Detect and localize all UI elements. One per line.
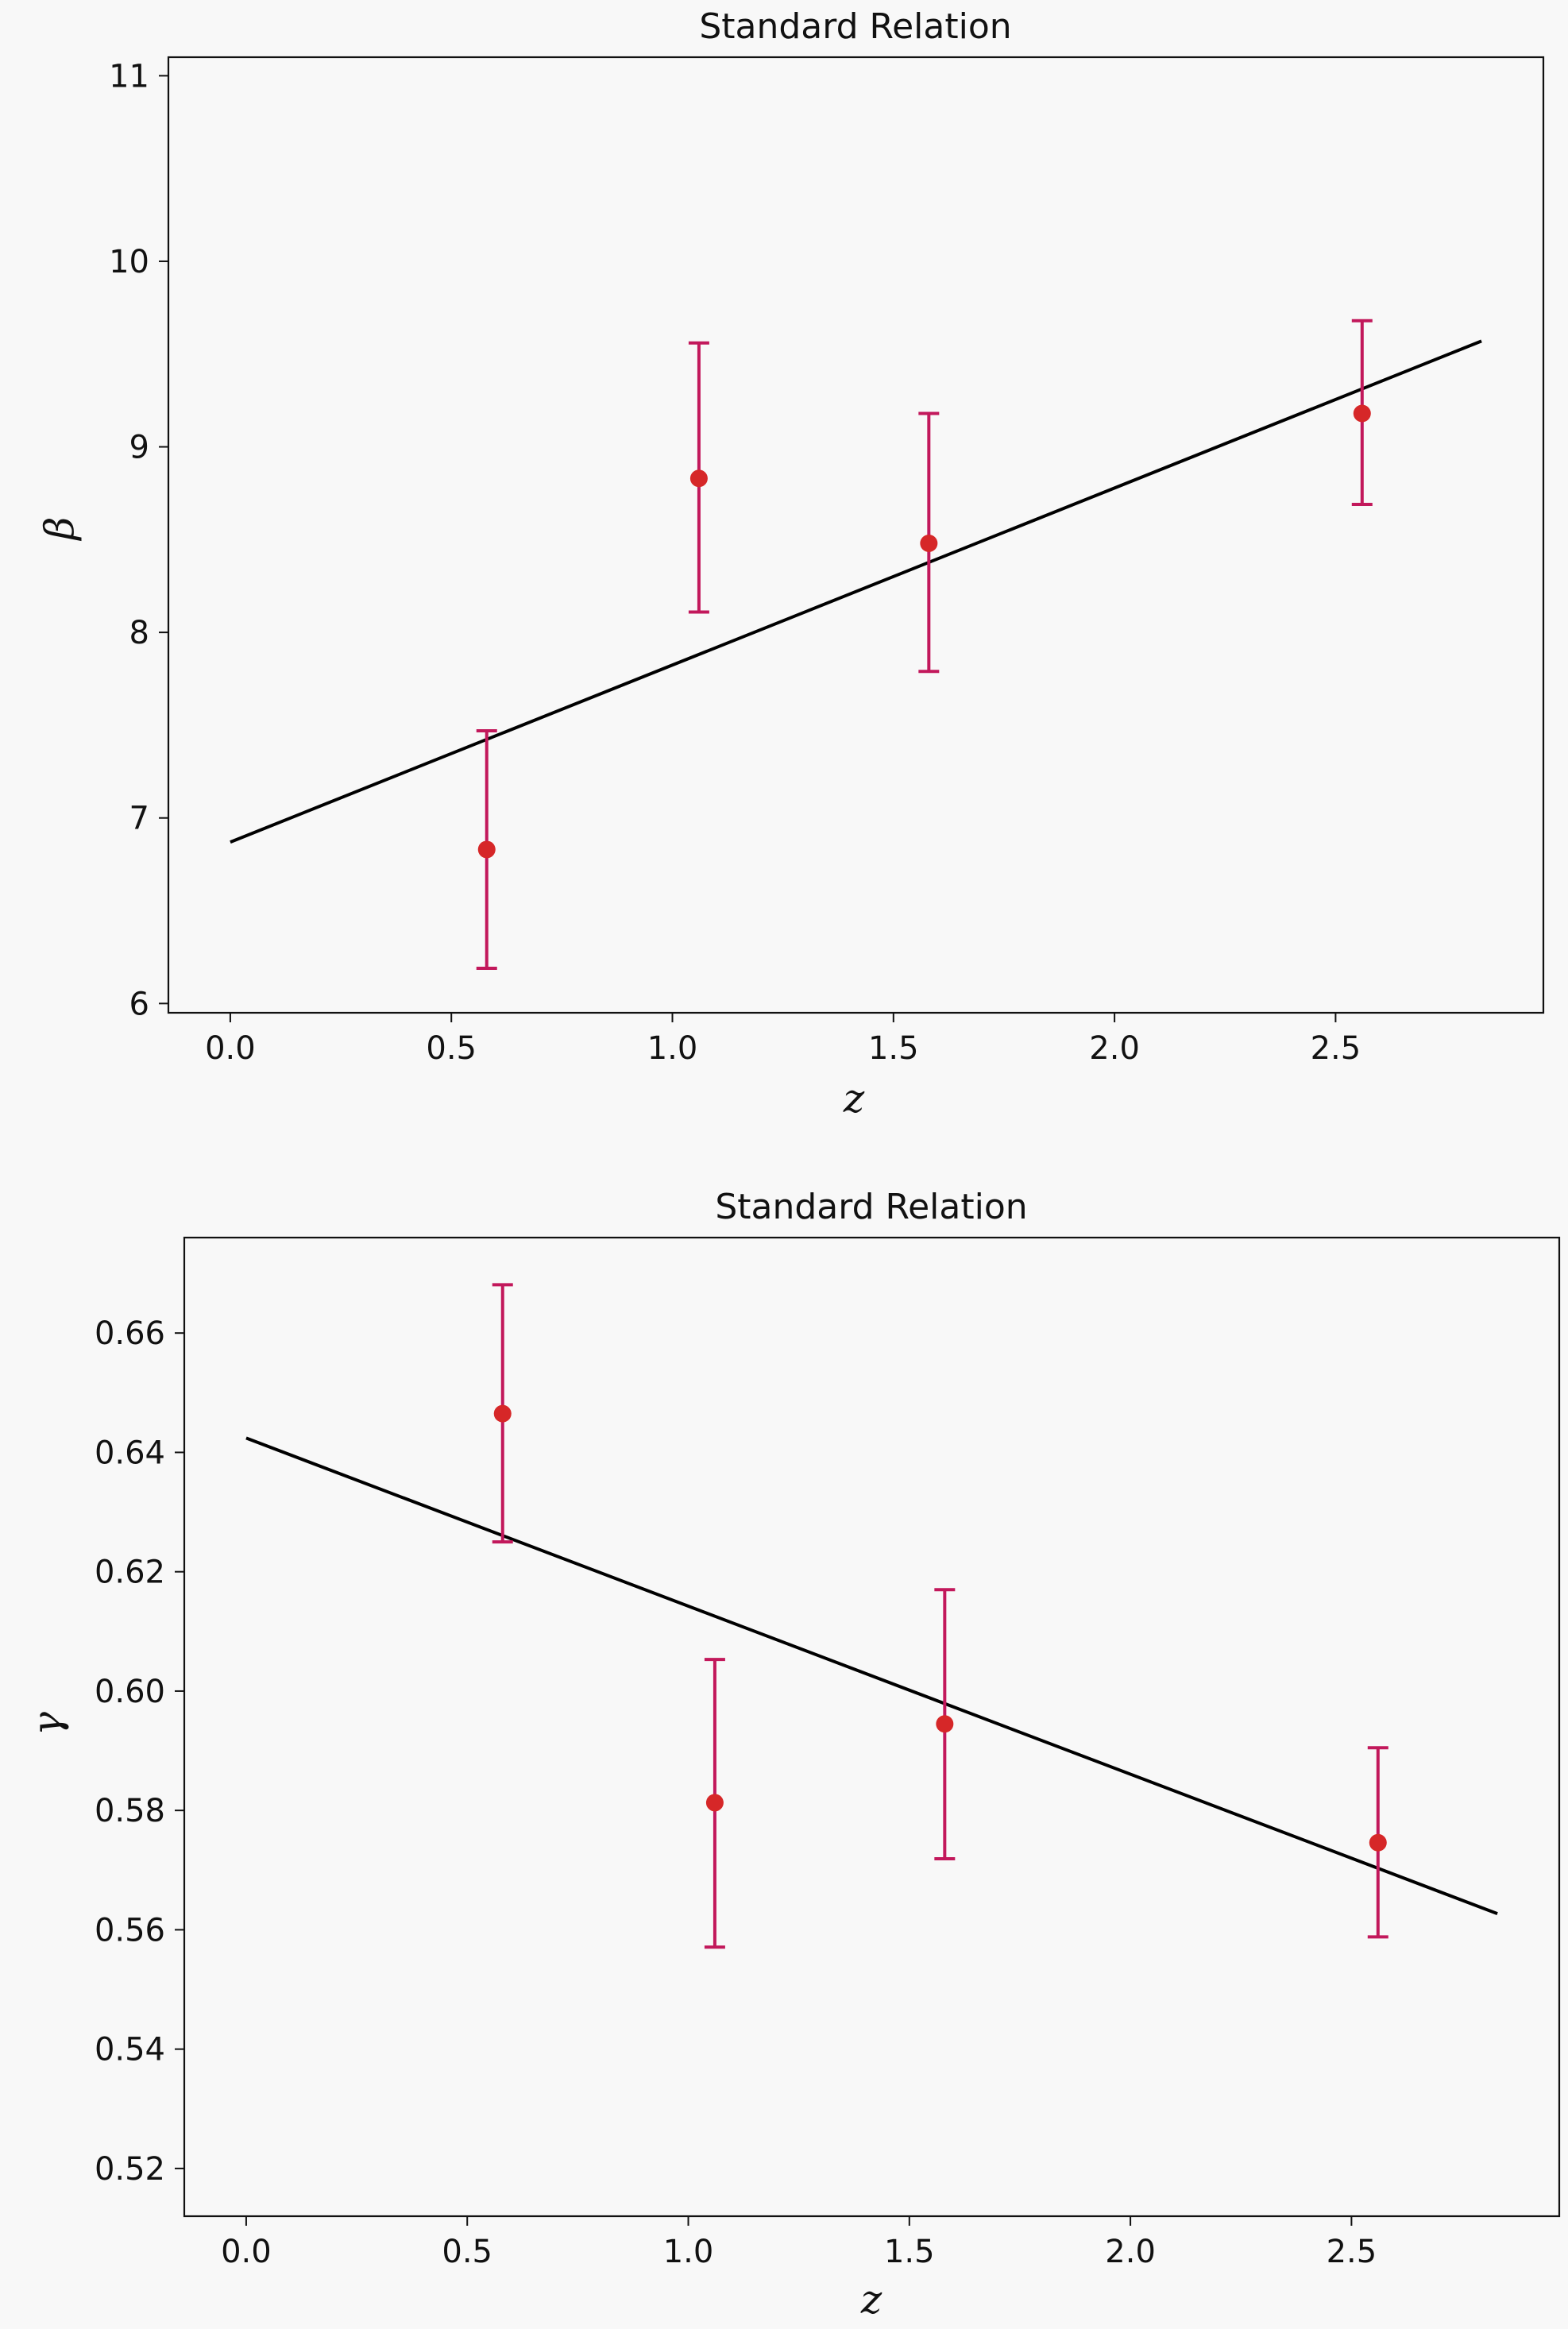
beta-y-tick-label: 11 xyxy=(109,58,149,95)
gamma-chart-title: Standard Relation xyxy=(715,1187,1027,1227)
gamma-panel: Standard Relation 0.0 0.5 1.0 1.5 2.0 2.5 0.52… xyxy=(24,1187,1561,2323)
gamma-x-tick-label: 2.0 xyxy=(1105,2234,1156,2270)
gamma-x-tick-label: 0.5 xyxy=(442,2234,492,2270)
gamma-y-axis-label: γ xyxy=(24,1712,70,1736)
beta-marks xyxy=(230,319,1482,970)
gamma-y-tick-label: 0.58 xyxy=(95,1793,165,1829)
gamma-data-point xyxy=(493,1404,512,1423)
gamma-x-tick-label: 1.0 xyxy=(663,2234,714,2270)
beta-ticks: 0.0 0.5 1.0 1.5 2.0 2.5 6 7 8 9 10 11 xyxy=(109,58,1361,1067)
beta-x-tick-label: 2.5 xyxy=(1311,1030,1361,1067)
gamma-x-tick-label: 0.0 xyxy=(221,2234,272,2270)
beta-panel: Standard Relation 0.0 0.5 1.0 1.5 2.0 2.5 6 7 8 9… xyxy=(37,6,1545,1122)
gamma-y-tick-label: 0.66 xyxy=(95,1315,165,1352)
gamma-data-point xyxy=(936,1715,954,1733)
beta-y-tick-label: 7 xyxy=(129,801,149,837)
beta-data-point xyxy=(1353,404,1371,423)
gamma-ticks: 0.0 0.5 1.0 1.5 2.0 2.5 0.52 0.54 0.56 0.58 0.60 0.… xyxy=(95,1315,1377,2270)
beta-data-point xyxy=(920,535,938,553)
beta-x-tick-label: 0.5 xyxy=(426,1030,477,1067)
gamma-x-tick-label: 1.5 xyxy=(884,2234,935,2270)
gamma-y-tick-label: 0.64 xyxy=(95,1435,165,1471)
gamma-marks xyxy=(245,1283,1498,1949)
gamma-x-axis-label: z xyxy=(860,2277,882,2323)
gamma-data-point xyxy=(1369,1833,1387,1852)
beta-x-tick-label: 1.5 xyxy=(868,1030,919,1067)
beta-x-tick-label: 1.0 xyxy=(647,1030,698,1067)
beta-axes-frame xyxy=(167,56,1545,1014)
beta-y-tick-label: 10 xyxy=(109,244,149,280)
beta-data-point xyxy=(689,469,708,488)
gamma-y-tick-label: 0.60 xyxy=(95,1674,165,1710)
beta-x-tick-label: 2.0 xyxy=(1089,1030,1140,1067)
beta-y-tick-label: 9 xyxy=(129,430,149,466)
beta-y-axis-label: β xyxy=(37,517,83,542)
gamma-y-tick-label: 0.54 xyxy=(95,2032,165,2068)
gamma-y-tick-label: 0.62 xyxy=(95,1555,165,1591)
beta-data-point xyxy=(477,840,496,859)
gamma-fit-line xyxy=(245,1436,1498,1916)
beta-fit-line xyxy=(230,339,1482,844)
gamma-data-point xyxy=(705,1794,724,1812)
beta-x-tick-label: 0.0 xyxy=(205,1030,256,1067)
gamma-y-tick-label: 0.56 xyxy=(95,1912,165,1949)
beta-y-tick-label: 8 xyxy=(129,615,149,651)
gamma-x-tick-label: 2.5 xyxy=(1327,2234,1377,2270)
beta-y-tick-label: 6 xyxy=(129,986,149,1022)
gamma-y-tick-label: 0.52 xyxy=(95,2151,165,2188)
gamma-axes-frame xyxy=(183,1236,1561,2218)
beta-chart-title: Standard Relation xyxy=(699,6,1011,47)
beta-x-axis-label: z xyxy=(843,1076,865,1122)
